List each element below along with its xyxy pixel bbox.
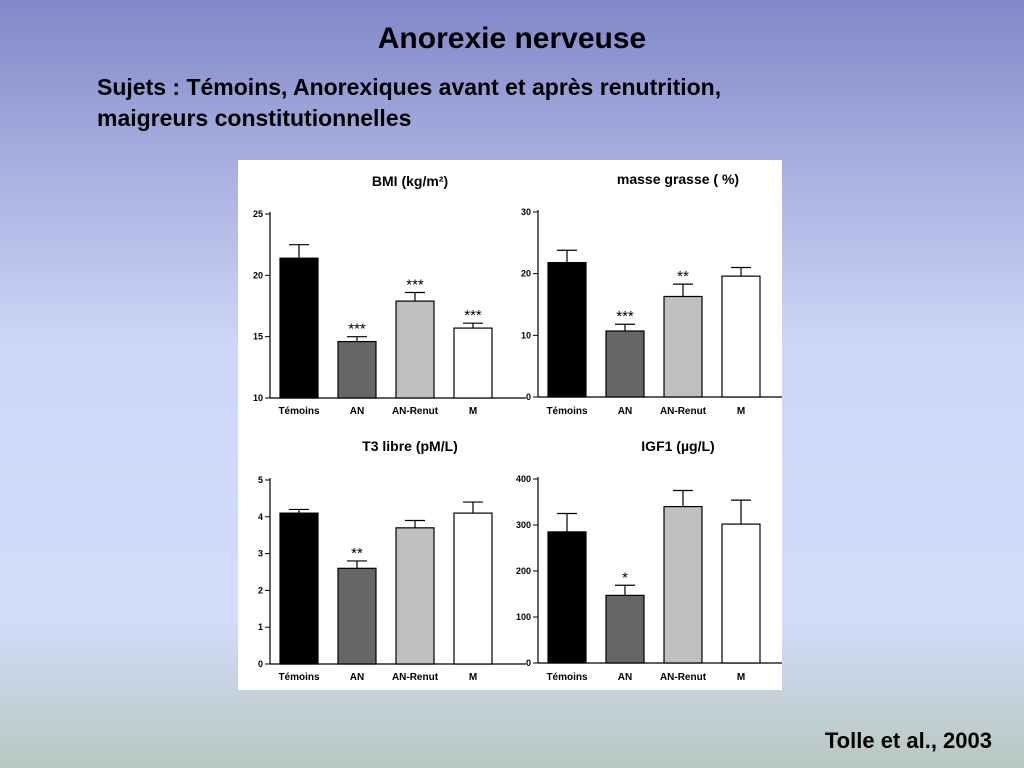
y-tick-label: 2	[258, 585, 263, 595]
category-label: Témoins	[278, 672, 320, 683]
bar-an-renut	[663, 295, 703, 398]
bar-an	[605, 594, 645, 664]
citation: Tolle et al., 2003	[824, 728, 992, 753]
significance-label: **	[677, 268, 689, 285]
category-label: AN	[618, 406, 632, 417]
category-label: M	[737, 672, 745, 683]
y-tick-label: 5	[258, 475, 263, 485]
bar-charts: BMI (kg/m²)10152025Témoins***AN***AN-Ren…	[253, 171, 782, 683]
y-tick-label: 1	[258, 622, 263, 632]
slide-subtitle: Sujets : Témoins, Anorexiques avant et a…	[97, 72, 977, 134]
y-tick-label: 3	[258, 549, 263, 559]
bar-an	[337, 567, 377, 665]
category-label: Témoins	[278, 406, 320, 417]
y-tick-label: 20	[253, 270, 263, 280]
category-label: Témoins	[546, 672, 588, 683]
y-tick-label: 20	[521, 269, 531, 279]
y-tick-label: 0	[526, 658, 531, 668]
bar-t-moins	[547, 261, 587, 398]
category-label: AN	[618, 672, 632, 683]
y-tick-label: 100	[516, 612, 531, 622]
subtitle-line-1: Sujets : Témoins, Anorexiques avant et a…	[97, 74, 722, 100]
category-label: Témoins	[546, 406, 588, 417]
category-label: AN-Renut	[392, 672, 439, 683]
y-tick-label: 4	[258, 512, 263, 522]
category-label: AN-Renut	[392, 406, 439, 417]
bar-m	[721, 275, 761, 398]
bar-m	[721, 523, 761, 664]
y-tick-label: 400	[516, 474, 531, 484]
y-tick-label: 0	[258, 659, 263, 669]
bar-m	[453, 327, 493, 399]
chart-title: IGF1 (µg/L)	[641, 438, 714, 454]
y-tick-label: 10	[521, 330, 531, 340]
y-tick-label: 0	[526, 392, 531, 402]
significance-label: ***	[464, 307, 482, 324]
subtitle-line-2: maigreurs constitutionnelles	[97, 105, 412, 131]
y-tick-label: 200	[516, 566, 531, 576]
y-tick-label: 15	[253, 332, 263, 342]
figure-panel: BMI (kg/m²) 10 15 20 25 Témoins *** AN *** AN-Ren…	[238, 160, 782, 690]
bar-t-moins	[279, 257, 319, 399]
significance-label: ***	[616, 308, 634, 325]
category-label: AN-Renut	[660, 672, 707, 683]
significance-label: ***	[406, 277, 424, 294]
significance-label: **	[351, 545, 363, 562]
chart-title: T3 libre (pM/L)	[362, 438, 458, 454]
bar-m	[453, 512, 493, 665]
slide-title: Anorexie nerveuse	[377, 22, 647, 55]
bar-t-moins	[547, 531, 587, 664]
category-label: M	[469, 672, 477, 683]
chart-title: BMI (kg/m²)	[372, 173, 448, 189]
significance-label: *	[622, 569, 628, 586]
bar-t-moins	[279, 512, 319, 665]
y-tick-label: 10	[253, 393, 263, 403]
bar-an-renut	[395, 300, 435, 399]
category-label: M	[469, 406, 477, 417]
category-label: AN	[350, 672, 364, 683]
y-tick-label: 25	[253, 209, 263, 219]
category-label: AN-Renut	[660, 406, 707, 417]
y-tick-label: 300	[516, 520, 531, 530]
category-label: M	[737, 406, 745, 417]
bar-an	[605, 330, 645, 398]
category-label: AN	[350, 406, 364, 417]
significance-label: ***	[348, 321, 366, 338]
bar-an-renut	[395, 527, 435, 665]
chart-title: masse grasse ( %)	[617, 171, 739, 187]
bar-an	[337, 340, 377, 399]
y-tick-label: 30	[521, 207, 531, 217]
bar-an-renut	[663, 506, 703, 664]
